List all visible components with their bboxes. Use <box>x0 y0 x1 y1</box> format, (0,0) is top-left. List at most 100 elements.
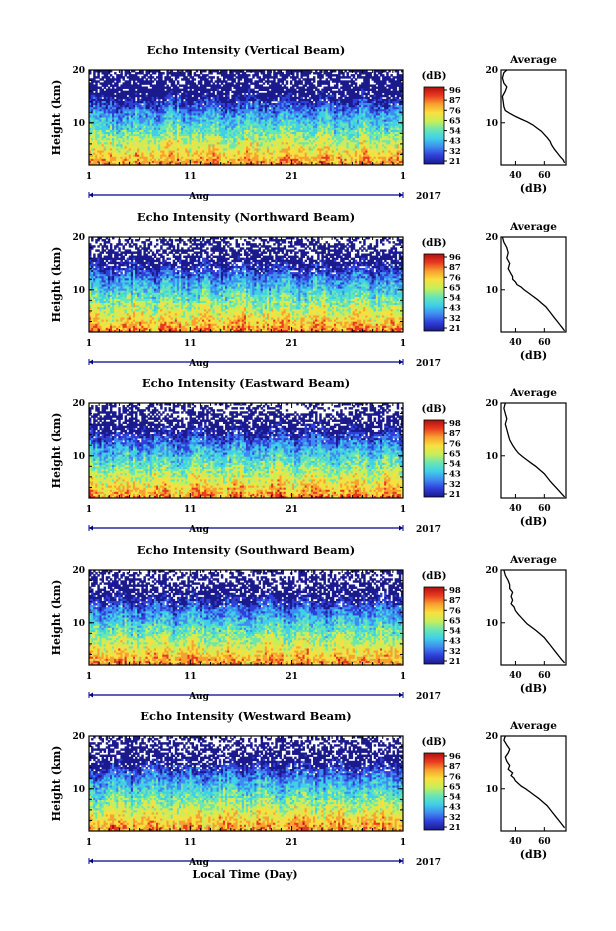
colorbar-tick: 76 <box>449 772 461 782</box>
x-tick-label: 1 <box>400 172 406 182</box>
profile-x-tick: 60 <box>538 671 551 681</box>
x-tick-label: 11 <box>184 672 197 682</box>
colorbar-tick: 21 <box>449 324 461 334</box>
colorbar <box>423 86 445 165</box>
month-label: Aug <box>188 692 210 702</box>
profile-frame <box>500 69 567 166</box>
y-tick-label: 20 <box>72 66 85 76</box>
profile-y-tick: 20 <box>485 399 498 409</box>
profile-y-tick: 20 <box>485 732 498 742</box>
colorbar-tick: 65 <box>449 782 461 792</box>
colorbar-tick: 43 <box>449 803 461 813</box>
panel-title: Echo Intensity (Southward Beam) <box>137 543 355 557</box>
profile-frame <box>500 236 567 333</box>
x-tick-label: 21 <box>285 672 298 682</box>
colorbar-tick: 32 <box>449 647 461 657</box>
colorbar-tick: 96 <box>449 752 461 762</box>
colorbar-tick: 65 <box>449 116 461 126</box>
profile-x-tick: 40 <box>509 338 522 348</box>
profile-x-label: (dB) <box>520 182 547 195</box>
heatmap-frame <box>88 236 404 333</box>
colorbar-tick: 32 <box>449 147 461 157</box>
x-axis-title: Local Time (Day) <box>192 868 297 881</box>
profile-x-label: (dB) <box>520 349 547 362</box>
heatmap-frame <box>88 735 404 832</box>
beam-panel: Echo Intensity (Vertical Beam) 20 10 Height… <box>50 43 567 202</box>
profile-title: Average <box>509 54 557 66</box>
x-tick-label: 1 <box>400 505 406 515</box>
x-tick-label: 11 <box>184 339 197 349</box>
month-label: Aug <box>188 192 210 202</box>
panel-title: Echo Intensity (Vertical Beam) <box>147 43 346 57</box>
month-label: Aug <box>188 359 210 369</box>
heatmap-frame <box>88 569 404 666</box>
average-profile-line <box>501 236 566 332</box>
x-tick-label: 1 <box>86 505 92 515</box>
colorbar-tick: 96 <box>449 253 461 263</box>
profile-x-label: (dB) <box>520 682 547 695</box>
profile-x-tick: 60 <box>538 837 551 847</box>
colorbar-tick: 98 <box>449 419 461 429</box>
profile-frame <box>500 402 567 499</box>
year-label: 2017 <box>416 192 441 202</box>
echo-heatmap <box>89 70 404 166</box>
y-tick-label: 10 <box>72 785 85 795</box>
colorbar-tick: 76 <box>449 439 461 449</box>
y-tick-label: 10 <box>72 619 85 629</box>
colorbar <box>423 586 445 665</box>
average-profile-line <box>503 402 566 498</box>
profile-y-tick: 20 <box>485 566 498 576</box>
y-axis-label: Height (km) <box>50 746 63 822</box>
colorbar-tick: 54 <box>449 294 461 304</box>
colorbar-tick: 87 <box>449 96 461 106</box>
profile-y-tick: 10 <box>485 286 498 296</box>
profile-x-tick: 40 <box>509 837 522 847</box>
colorbar-tick: 76 <box>449 606 461 616</box>
colorbar-unit: (dB) <box>422 737 447 748</box>
y-tick-label: 10 <box>72 286 85 296</box>
colorbar-tick: 21 <box>449 823 461 833</box>
y-tick-label: 20 <box>72 566 85 576</box>
y-tick-label: 10 <box>72 452 85 462</box>
x-tick-label: 1 <box>400 339 406 349</box>
colorbar-tick: 21 <box>449 657 461 667</box>
colorbar-tick: 54 <box>449 793 461 803</box>
beam-panel: Echo Intensity (Eastward Beam) 20 10 Height… <box>50 376 567 535</box>
y-tick-label: 20 <box>72 399 85 409</box>
colorbar-tick: 32 <box>449 314 461 324</box>
panel-title: Echo Intensity (Eastward Beam) <box>142 376 350 390</box>
year-label: 2017 <box>416 525 441 535</box>
x-tick-label: 21 <box>285 838 298 848</box>
colorbar-tick: 54 <box>449 627 461 637</box>
colorbar-tick: 54 <box>449 460 461 470</box>
heatmap-frame <box>88 69 404 166</box>
colorbar <box>423 752 445 831</box>
year-label: 2017 <box>416 858 441 868</box>
colorbar-tick: 87 <box>449 263 461 273</box>
colorbar-tick: 76 <box>449 106 461 116</box>
colorbar-tick: 32 <box>449 480 461 490</box>
panel-title: Echo Intensity (Westward Beam) <box>140 709 351 723</box>
colorbar <box>423 419 445 498</box>
profile-y-tick: 10 <box>485 619 498 629</box>
profile-y-tick: 20 <box>485 233 498 243</box>
colorbar-tick: 43 <box>449 637 461 647</box>
profile-x-tick: 40 <box>509 504 522 514</box>
beam-panel: Echo Intensity (Southward Beam) 20 10 Heigh… <box>50 543 567 702</box>
average-profile-line <box>503 569 566 664</box>
profile-frame <box>500 569 567 666</box>
profile-title: Average <box>509 387 557 399</box>
y-tick-label: 20 <box>72 233 85 243</box>
colorbar-tick: 43 <box>449 470 461 480</box>
x-tick-label: 11 <box>184 172 197 182</box>
profile-x-tick: 60 <box>538 504 551 514</box>
x-tick-label: 1 <box>86 339 92 349</box>
y-axis-label: Height (km) <box>50 80 63 156</box>
profile-title: Average <box>509 221 557 233</box>
colorbar-tick: 87 <box>449 762 461 772</box>
x-tick-label: 1 <box>400 838 406 848</box>
profile-y-tick: 10 <box>485 452 498 462</box>
colorbar-unit: (dB) <box>422 238 447 249</box>
y-axis-label: Height (km) <box>50 580 63 656</box>
